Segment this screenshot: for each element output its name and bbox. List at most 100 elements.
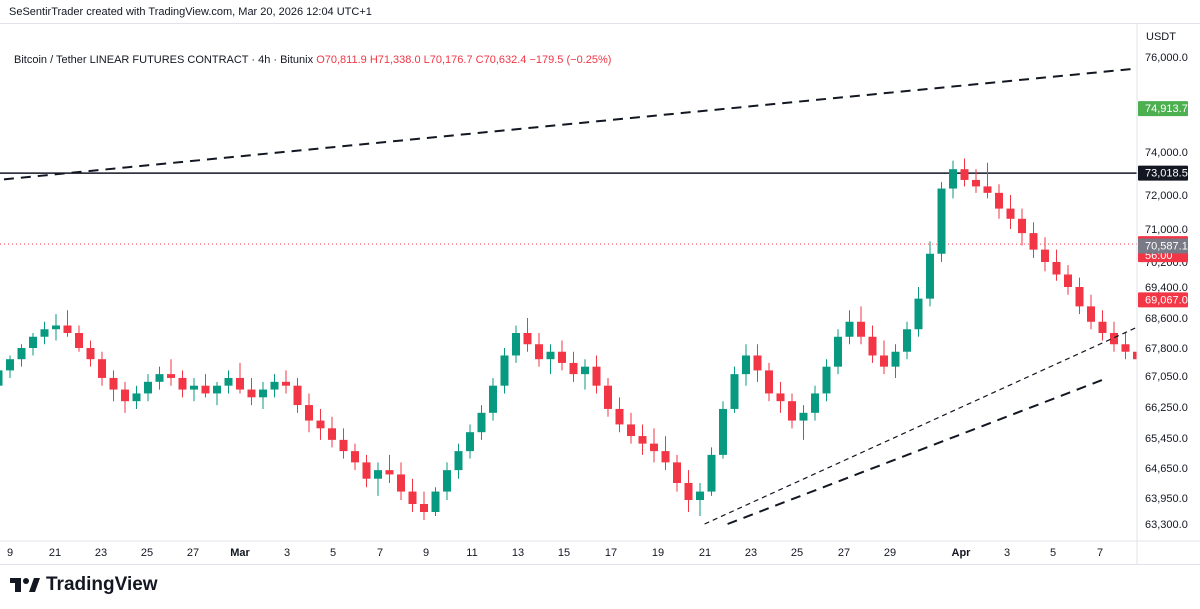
candle xyxy=(1064,265,1072,295)
candle-body xyxy=(903,329,911,352)
candle xyxy=(305,393,313,433)
candle xyxy=(17,344,26,367)
candle-body xyxy=(1075,287,1084,307)
legend-low: L70,176.7 xyxy=(423,54,473,66)
candle-body xyxy=(799,412,808,421)
candle xyxy=(834,329,842,375)
candle xyxy=(868,325,877,363)
price-label-box xyxy=(1138,238,1188,254)
candle xyxy=(684,470,693,512)
candle xyxy=(1041,237,1049,272)
candle-body xyxy=(6,359,14,371)
y-tick-label: 67,800.0 xyxy=(1145,343,1188,355)
candle-body xyxy=(1064,274,1072,287)
candle-body xyxy=(1006,208,1015,219)
x-tick-label: Apr xyxy=(952,547,972,559)
candle xyxy=(983,162,992,199)
candle xyxy=(673,454,681,492)
candle-body xyxy=(466,432,474,452)
y-tick-label: 64,650.0 xyxy=(1145,463,1188,475)
candle xyxy=(604,377,612,417)
x-tick-label: 29 xyxy=(884,547,896,559)
candle-body xyxy=(753,355,762,371)
candle-body xyxy=(454,451,463,471)
price-label-entry: 70,587.1 xyxy=(1145,241,1188,253)
candle-body xyxy=(270,381,279,390)
candle-body xyxy=(742,355,750,375)
candle xyxy=(650,428,658,463)
y-tick-label: 65,450.0 xyxy=(1145,433,1188,445)
y-tick-label: 76,000.0 xyxy=(1145,52,1188,64)
x-tick-label: 23 xyxy=(745,547,757,559)
candle-body xyxy=(155,374,164,382)
symbol-legend: Bitcoin / Tether LINEAR FUTURES CONTRACT… xyxy=(14,54,611,66)
candle xyxy=(6,355,14,378)
legend-close: C70,632.4 xyxy=(475,54,527,66)
x-tick-label: 7 xyxy=(1097,547,1103,559)
candle xyxy=(661,436,670,471)
candle xyxy=(0,370,3,386)
candle-body xyxy=(512,333,520,356)
candle xyxy=(776,381,785,413)
x-tick-label: 23 xyxy=(95,547,107,559)
candle-body xyxy=(328,428,336,440)
candle xyxy=(213,381,221,406)
x-tick-label: 5 xyxy=(330,547,336,559)
candle-body xyxy=(880,355,888,367)
brand-name: TradingView xyxy=(46,574,158,595)
candle-body xyxy=(305,405,313,421)
candle-body xyxy=(765,370,773,394)
candle-body xyxy=(351,451,359,463)
candle xyxy=(845,310,854,345)
x-tick-label: 7 xyxy=(377,547,383,559)
candle xyxy=(109,370,118,402)
chart-frame[interactable]: USDT 76,000.0 74,000.0 72,000.0 71,000.0 70,2… xyxy=(0,23,1200,565)
candle-body xyxy=(1052,262,1061,275)
price-label-box xyxy=(1138,165,1188,181)
candle-body xyxy=(121,389,129,402)
candle-body xyxy=(523,333,532,345)
candle-body xyxy=(1041,249,1049,262)
candle xyxy=(121,381,129,413)
candle-body xyxy=(822,366,831,394)
candle xyxy=(615,397,624,433)
price-chart[interactable]: USDT76,000.074,000.072,000.071,000.070,2… xyxy=(0,24,1200,564)
candle-body xyxy=(684,483,693,500)
candle xyxy=(75,325,83,352)
candle xyxy=(190,377,198,402)
candle xyxy=(627,412,635,444)
y-tick-label: 69,400.0 xyxy=(1145,282,1188,294)
candle-body xyxy=(719,408,727,455)
candle-body xyxy=(190,385,198,390)
candle-body xyxy=(339,439,348,452)
candle xyxy=(362,454,371,488)
candle xyxy=(788,393,796,429)
candle xyxy=(351,443,359,471)
candle xyxy=(1018,208,1026,246)
candle xyxy=(638,424,647,455)
candle xyxy=(86,340,95,367)
legend-high: H71,338.0 xyxy=(369,54,421,66)
candle-body xyxy=(201,385,210,394)
trendline-3 xyxy=(727,378,1103,525)
candle-body xyxy=(730,374,739,409)
candle-body xyxy=(144,381,152,394)
candle-body xyxy=(627,424,635,437)
candle xyxy=(454,443,463,479)
candle xyxy=(914,287,923,337)
candle xyxy=(328,416,336,448)
currency-label: USDT xyxy=(1146,31,1176,43)
x-tick-label: 3 xyxy=(284,547,290,559)
candle-body xyxy=(224,377,233,386)
candle-body xyxy=(52,325,60,330)
candle-body xyxy=(983,186,992,193)
candle-body xyxy=(236,377,244,390)
candle xyxy=(581,359,589,390)
candle xyxy=(339,428,348,459)
candle xyxy=(29,333,37,356)
candle xyxy=(696,483,704,516)
candle xyxy=(1133,340,1137,367)
x-tick-label: 15 xyxy=(558,547,570,559)
candle-body xyxy=(63,325,72,333)
x-tick-label: 13 xyxy=(512,547,524,559)
